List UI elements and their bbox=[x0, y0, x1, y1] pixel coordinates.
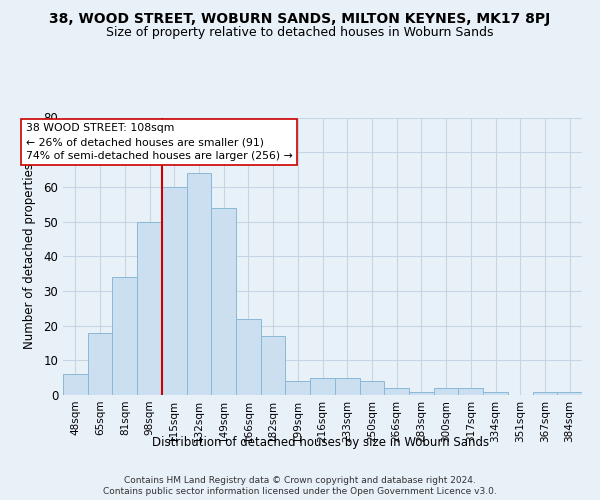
Text: 38 WOOD STREET: 108sqm
← 26% of detached houses are smaller (91)
74% of semi-det: 38 WOOD STREET: 108sqm ← 26% of detached… bbox=[26, 123, 292, 161]
Bar bbox=[533, 392, 557, 395]
Bar bbox=[162, 187, 187, 395]
Text: Contains HM Land Registry data © Crown copyright and database right 2024.
Contai: Contains HM Land Registry data © Crown c… bbox=[103, 476, 497, 496]
Bar bbox=[458, 388, 483, 395]
Bar bbox=[187, 173, 211, 395]
Bar bbox=[557, 392, 582, 395]
Bar bbox=[88, 332, 112, 395]
Text: 38, WOOD STREET, WOBURN SANDS, MILTON KEYNES, MK17 8PJ: 38, WOOD STREET, WOBURN SANDS, MILTON KE… bbox=[49, 12, 551, 26]
Text: Distribution of detached houses by size in Woburn Sands: Distribution of detached houses by size … bbox=[152, 436, 490, 449]
Bar bbox=[112, 277, 137, 395]
Bar bbox=[286, 381, 310, 395]
Bar bbox=[384, 388, 409, 395]
Bar bbox=[409, 392, 434, 395]
Bar bbox=[211, 208, 236, 395]
Y-axis label: Number of detached properties: Number of detached properties bbox=[23, 163, 37, 349]
Bar bbox=[261, 336, 286, 395]
Bar bbox=[137, 222, 162, 395]
Bar bbox=[236, 318, 261, 395]
Bar bbox=[335, 378, 359, 395]
Bar bbox=[434, 388, 458, 395]
Text: Size of property relative to detached houses in Woburn Sands: Size of property relative to detached ho… bbox=[106, 26, 494, 39]
Bar bbox=[310, 378, 335, 395]
Bar bbox=[483, 392, 508, 395]
Bar bbox=[359, 381, 384, 395]
Bar bbox=[63, 374, 88, 395]
